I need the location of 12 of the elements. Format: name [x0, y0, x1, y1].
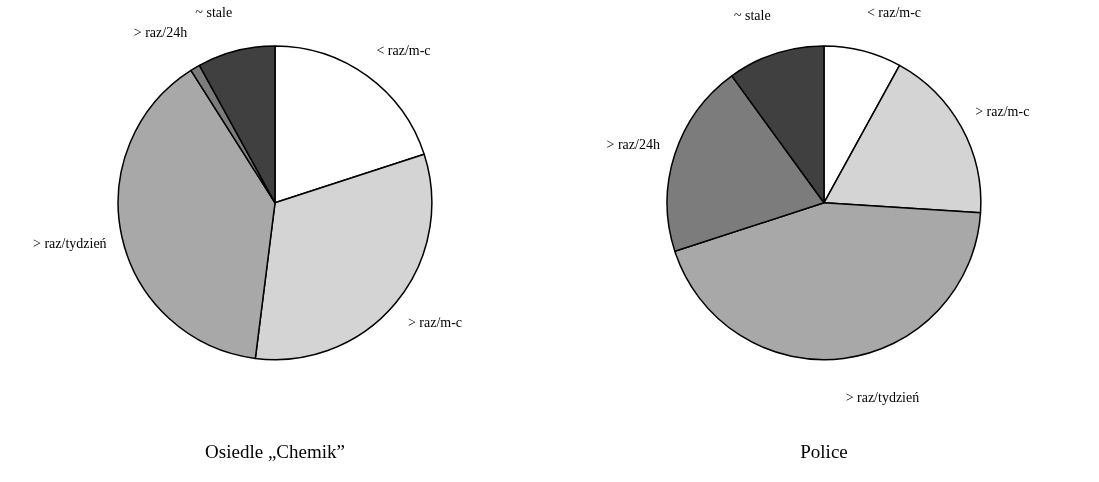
slice-label: ~ stale: [195, 5, 233, 21]
slice-label: > raz/tydzień: [845, 389, 920, 405]
slice-label: > raz/tydzień: [33, 236, 107, 252]
slice-label: > raz/m-c: [975, 104, 1030, 120]
text: Police: [800, 440, 848, 462]
slice-label: > raz/24h: [133, 25, 188, 41]
slice-label: > raz/m-c: [407, 315, 463, 331]
slice-label: < raz/m-c: [866, 5, 922, 21]
slice-label: > raz/24h: [606, 137, 660, 153]
slice-label: < raz/m-c: [376, 42, 431, 58]
slice-label: ~ stale: [733, 8, 771, 24]
text: Osiedle „Chemik”: [205, 440, 345, 462]
